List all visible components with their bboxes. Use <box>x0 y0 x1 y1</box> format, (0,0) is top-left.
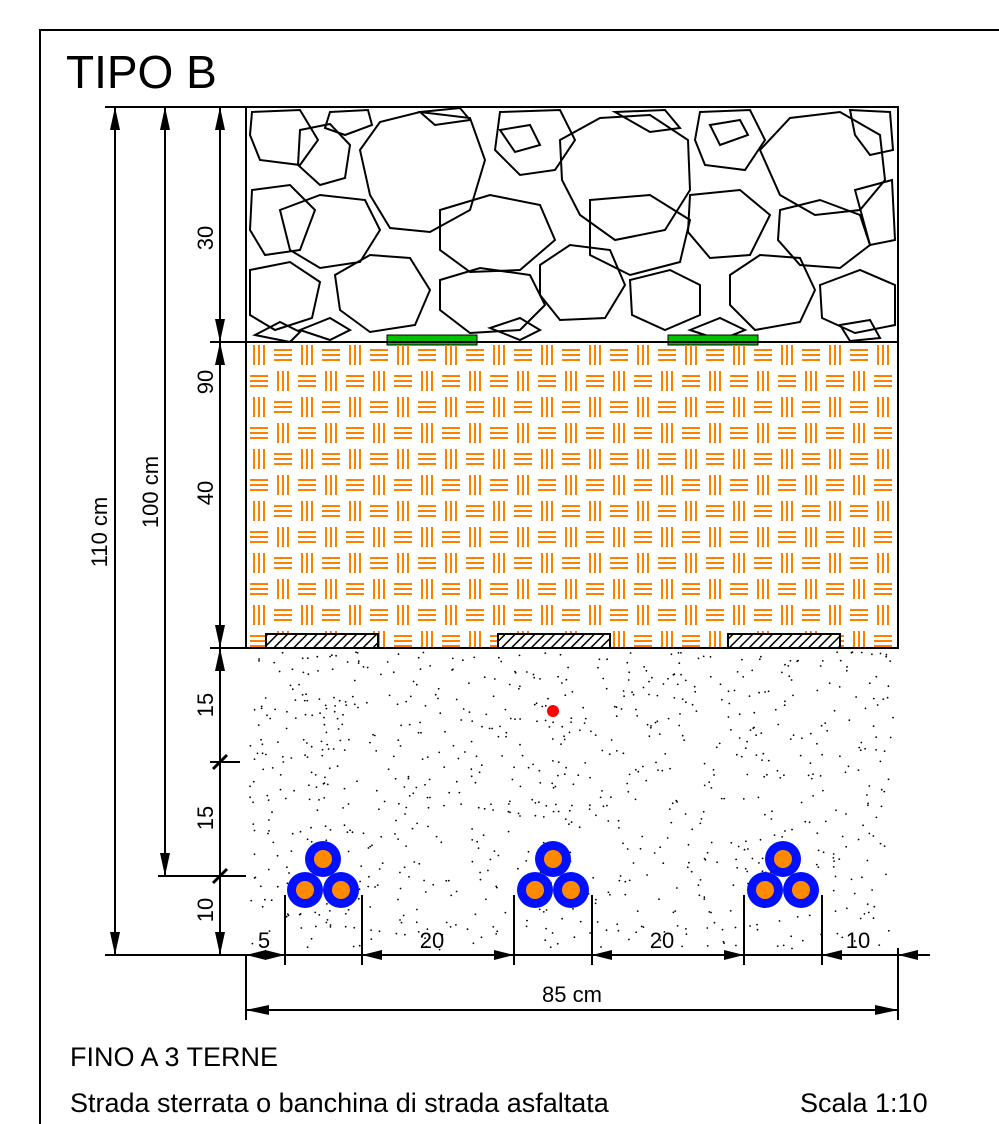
dim-100cm: 100 cm <box>138 456 163 528</box>
dim-10: 10 <box>193 898 218 922</box>
protection-slab <box>497 633 611 649</box>
cable-core <box>792 881 810 899</box>
cable-core <box>332 881 350 899</box>
dim-h-10: 10 <box>846 928 870 953</box>
cable-core <box>296 881 314 899</box>
cable-trefoil <box>287 841 359 908</box>
footer-line1: FINO A 3 TERNE <box>70 1042 278 1072</box>
marker-dot <box>547 705 559 717</box>
cable-core <box>526 881 544 899</box>
cable-trefoil <box>517 841 589 908</box>
footer-line2: Strada sterrata o banchina di strada asf… <box>70 1088 610 1118</box>
layer-backfill <box>245 341 899 649</box>
cable-core <box>774 850 792 868</box>
dim-h-20-left: 20 <box>420 928 444 953</box>
protection-slab <box>727 633 841 649</box>
dim-90: 90 <box>193 370 218 394</box>
dim-15-upper: 15 <box>193 693 218 717</box>
protection-slab <box>265 633 379 649</box>
dim-110cm: 110 cm <box>87 497 112 568</box>
horizontal-dimensions <box>246 895 930 1020</box>
dim-40: 40 <box>193 481 218 505</box>
dim-30: 30 <box>193 226 218 250</box>
dim-h-20-right: 20 <box>650 928 674 953</box>
cable-core <box>544 850 562 868</box>
drawing-title: TIPO B <box>66 46 217 98</box>
cable-core <box>562 881 580 899</box>
horizontal-arrowheads <box>246 950 918 1015</box>
cable-groups <box>287 841 819 908</box>
layer-sand <box>246 648 898 955</box>
vertical-arrowheads <box>110 107 225 955</box>
layer-stone-paving <box>245 106 899 344</box>
dim-h-5: 5 <box>258 928 270 953</box>
cable-trefoil <box>747 841 819 908</box>
dim-15-lower: 15 <box>193 806 218 830</box>
stone-pattern <box>248 106 897 344</box>
vertical-dimensions <box>105 106 247 1020</box>
dim-total-width: 85 cm <box>542 982 602 1007</box>
cable-core <box>756 881 774 899</box>
cable-core <box>314 850 332 868</box>
scale-label: Scala 1:10 <box>800 1088 928 1118</box>
sheet-border <box>39 29 999 1124</box>
